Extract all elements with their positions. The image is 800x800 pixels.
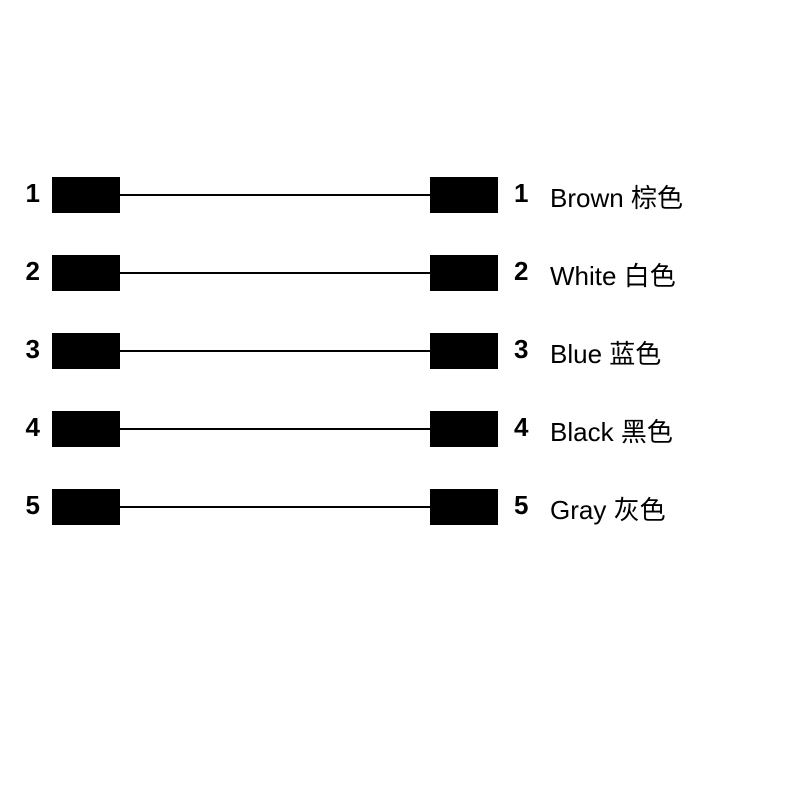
wire-color-en: Gray [550, 495, 606, 525]
left-pin-number: 2 [10, 256, 40, 287]
left-terminal-block [52, 411, 120, 447]
wire-line [120, 350, 430, 352]
wire-color-zh: 蓝色 [609, 339, 661, 369]
right-terminal-block [430, 489, 498, 525]
right-terminal-block [430, 333, 498, 369]
wire-color-label: Gray 灰色 [550, 490, 666, 527]
wire-color-zh: 棕色 [631, 183, 683, 213]
left-terminal-block [52, 489, 120, 525]
wiring-diagram: 11Brown 棕色22White 白色33Blue 蓝色44Black 黑色5… [0, 0, 800, 800]
wire-color-en: Black [550, 417, 614, 447]
wire-color-label: Blue 蓝色 [550, 334, 661, 371]
right-terminal-block [430, 411, 498, 447]
left-terminal-block [52, 177, 120, 213]
left-pin-number: 3 [10, 334, 40, 365]
left-pin-number: 5 [10, 490, 40, 521]
wire-color-en: Blue [550, 339, 602, 369]
right-pin-number: 4 [514, 412, 544, 443]
wire-color-label: Black 黑色 [550, 412, 673, 449]
wire-line [120, 194, 430, 196]
left-pin-number: 1 [10, 178, 40, 209]
right-pin-number: 2 [514, 256, 544, 287]
right-terminal-block [430, 255, 498, 291]
left-terminal-block [52, 255, 120, 291]
right-pin-number: 1 [514, 178, 544, 209]
wire-line [120, 272, 430, 274]
right-terminal-block [430, 177, 498, 213]
wire-color-label: White 白色 [550, 256, 676, 293]
right-pin-number: 3 [514, 334, 544, 365]
wire-line [120, 506, 430, 508]
right-pin-number: 5 [514, 490, 544, 521]
wire-color-en: Brown [550, 183, 624, 213]
wire-color-label: Brown 棕色 [550, 178, 683, 215]
wire-color-zh: 灰色 [614, 495, 666, 525]
left-terminal-block [52, 333, 120, 369]
wire-color-en: White [550, 261, 616, 291]
wire-line [120, 428, 430, 430]
wire-color-zh: 白色 [624, 261, 676, 291]
wire-color-zh: 黑色 [621, 417, 673, 447]
left-pin-number: 4 [10, 412, 40, 443]
